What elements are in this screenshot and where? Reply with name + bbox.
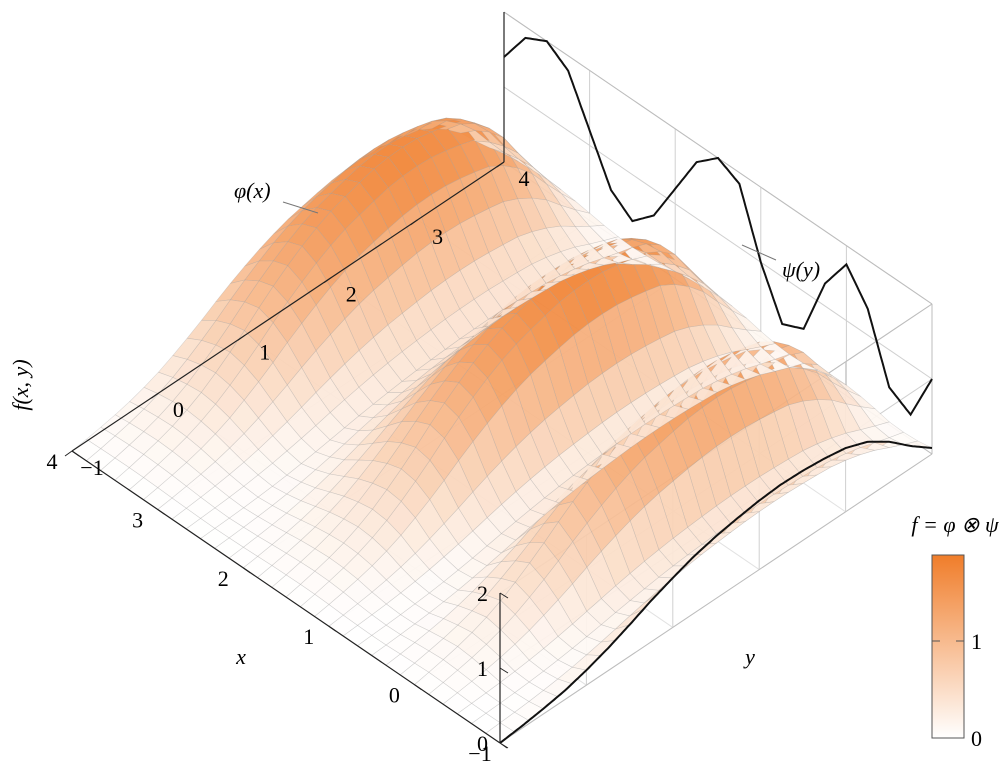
surface-cell xyxy=(417,120,447,131)
xlabel: x xyxy=(235,644,246,669)
y-tick-label: −1 xyxy=(80,455,103,480)
surface-cell xyxy=(403,120,433,137)
x-tick-label: 3 xyxy=(132,507,143,532)
y-tick-mark xyxy=(410,219,418,226)
surface-cell xyxy=(143,371,174,395)
surface-cell xyxy=(331,158,361,182)
colorbar-tick-0: 0 xyxy=(971,726,982,751)
surface-cell xyxy=(243,242,274,267)
surface-cell xyxy=(345,148,375,171)
box-edge xyxy=(499,453,933,744)
surface-mesh xyxy=(71,117,933,744)
y-tick-mark xyxy=(151,392,159,399)
y-tick-mark xyxy=(64,450,73,457)
x-tick-mark xyxy=(242,567,251,574)
x-tick-mark xyxy=(414,684,422,691)
z-tick-mark xyxy=(499,592,509,599)
psi-curve xyxy=(499,440,933,744)
x-tick-label: −1 xyxy=(468,741,491,766)
x-tick-mark xyxy=(157,508,165,515)
ylabel: y xyxy=(743,644,755,669)
x-tick-label: 0 xyxy=(389,683,400,708)
y-tick-label: 3 xyxy=(432,224,443,249)
z-tick-label: 1 xyxy=(477,656,488,681)
z-tick-label: 0 xyxy=(477,731,488,756)
x-tick-label: 4 xyxy=(47,449,58,474)
psi-leader xyxy=(741,244,777,261)
colorbar-tick-1: 1 xyxy=(971,629,982,654)
x-tick-label: 1 xyxy=(303,624,314,649)
z-tick-label: 2 xyxy=(477,581,488,606)
x-tick-mark xyxy=(71,450,80,457)
colorbar: f = φ ⊗ ψ 1 0 xyxy=(911,512,999,751)
y-tick-label: 4 xyxy=(519,166,530,191)
projection-curves xyxy=(282,36,933,744)
surface-cell xyxy=(302,182,332,207)
surface-cell xyxy=(229,260,260,284)
axis-line xyxy=(71,450,501,744)
y-tick-label: 2 xyxy=(346,282,357,307)
y-tick-mark xyxy=(496,161,505,168)
x-tick-label: 2 xyxy=(218,566,229,591)
phi-leader xyxy=(282,201,319,214)
axis-line xyxy=(71,161,505,452)
surface-cell xyxy=(186,319,217,341)
zlabel: f(x, y) xyxy=(8,359,33,410)
surface-cell xyxy=(316,169,346,194)
y-tick-label: 0 xyxy=(173,397,184,422)
x-tick-mark xyxy=(328,625,337,632)
phi-label: φ(x) xyxy=(234,178,271,203)
y-tick-label: 1 xyxy=(259,339,270,364)
grid-line-z xyxy=(503,86,933,380)
y-tick-mark xyxy=(237,334,246,341)
surface-cell xyxy=(215,279,246,302)
z-tick-mark xyxy=(499,667,509,674)
surface-cell xyxy=(258,225,289,250)
y-tick-mark xyxy=(323,277,332,284)
colorbar-title: f = φ ⊗ ψ xyxy=(911,512,999,537)
z-tick-mark xyxy=(499,742,509,749)
phi-curve xyxy=(503,36,933,417)
psi-label: ψ(y) xyxy=(782,257,820,282)
colorbar-gradient xyxy=(931,554,965,739)
